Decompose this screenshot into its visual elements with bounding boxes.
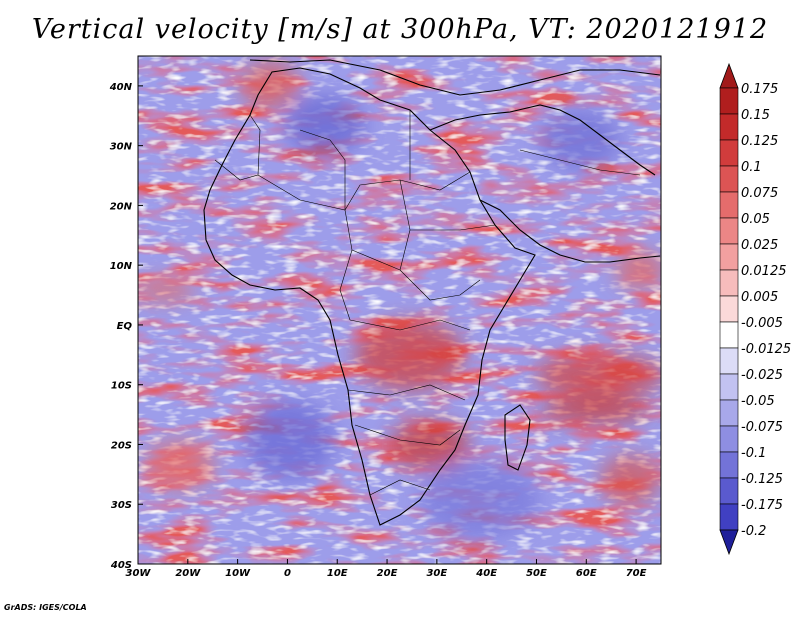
colorbar-max-triangle xyxy=(719,62,739,89)
colorbar-swatch xyxy=(719,269,739,297)
vertical-velocity-field xyxy=(138,56,661,564)
colorbar-swatch xyxy=(719,113,739,141)
colorbar-swatch xyxy=(719,87,739,115)
lon-tick-label: 10E xyxy=(327,568,348,579)
colorbar-level-label: 0.15 xyxy=(741,108,770,123)
grads-credit: GrADS: IGES/COLA xyxy=(4,603,87,612)
colorbar-level-label: -0.05 xyxy=(741,394,775,409)
colorbar-level-label: 0.125 xyxy=(741,134,778,149)
lat-tick-label: 40N xyxy=(109,82,133,93)
lat-tick-label: 30N xyxy=(110,142,133,153)
lon-tick-label: 20W xyxy=(175,568,201,579)
colorbar-swatch xyxy=(719,477,739,505)
lon-tick-label: 10W xyxy=(225,568,251,579)
colorbar-level-label: 0.175 xyxy=(741,82,778,97)
colorbar-level-label: -0.005 xyxy=(741,316,783,331)
colorbar: 0.175 0.15 0.125 0.1 0.075 0.05 0.025 0.0125 0.0… xyxy=(719,62,791,556)
lat-tick-label: 20S xyxy=(111,440,132,451)
lat-tick-label: 40S xyxy=(110,560,132,571)
colorbar-swatch xyxy=(719,399,739,427)
lon-tick-label: 70E xyxy=(626,568,647,579)
lon-tick-label: 30W xyxy=(126,568,152,579)
lat-tick-label: 20N xyxy=(110,201,133,212)
colorbar-swatch xyxy=(719,165,739,193)
lon-tick-label: 30E xyxy=(426,568,447,579)
lon-tick-label: 50E xyxy=(526,568,547,579)
colorbar-level-label: 0.05 xyxy=(741,212,770,227)
lat-tick-label: EQ xyxy=(117,321,133,332)
map-title: Vertical velocity [m/s] at 300hPa, VT: 2… xyxy=(31,14,769,45)
colorbar-level-label: -0.025 xyxy=(741,368,783,383)
latitude-axis: 40N 30N 20N 10N EQ 10S 20S 30S 40S xyxy=(109,82,143,571)
plot-frame xyxy=(137,55,662,565)
colorbar-level-label: -0.175 xyxy=(741,498,783,513)
lat-tick-label: 10N xyxy=(110,261,133,272)
colorbar-level-label: 0.005 xyxy=(741,290,778,305)
colorbar-swatch xyxy=(719,347,739,375)
lat-tick-label: 30S xyxy=(111,500,132,511)
longitude-axis: 30W 20W 10W 0 10E 20E 30E 40E 50E 60E 70E xyxy=(126,559,647,579)
colorbar-level-label: -0.0125 xyxy=(741,342,791,357)
colorbar-level-label: 0.1 xyxy=(741,160,762,175)
colorbar-min-triangle xyxy=(719,529,739,556)
colorbar-level-label: -0.075 xyxy=(741,420,783,435)
colorbar-level-label: 0.025 xyxy=(741,238,778,253)
colorbar-swatch xyxy=(719,373,739,401)
colorbar-level-label: -0.125 xyxy=(741,472,783,487)
colorbar-swatch xyxy=(719,191,739,219)
colorbar-level-label: -0.1 xyxy=(741,446,766,461)
colorbar-swatch xyxy=(719,503,739,531)
colorbar-swatch xyxy=(719,243,739,271)
lat-tick-label: 10S xyxy=(111,381,132,392)
colorbar-level-label: -0.2 xyxy=(741,524,766,539)
lon-tick-label: 0 xyxy=(284,568,291,579)
colorbar-swatch xyxy=(719,217,739,245)
lon-tick-label: 60E xyxy=(576,568,597,579)
colorbar-swatch xyxy=(719,139,739,167)
colorbar-swatch xyxy=(719,451,739,479)
colorbar-level-label: 0.075 xyxy=(741,186,778,201)
colorbar-swatch xyxy=(719,295,739,323)
lon-tick-label: 20E xyxy=(377,568,398,579)
colorbar-swatch xyxy=(719,425,739,453)
colorbar-level-label: 0.0125 xyxy=(741,264,787,279)
colorbar-swatch xyxy=(719,321,739,349)
lon-tick-label: 40E xyxy=(475,568,497,579)
